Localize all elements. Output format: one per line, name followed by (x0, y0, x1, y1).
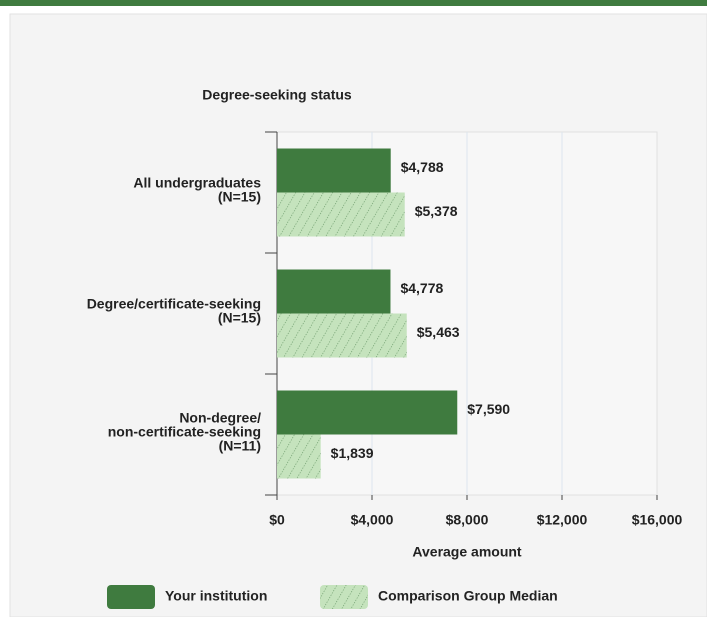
x-tick-label: $8,000 (446, 512, 489, 528)
x-tick-label: $0 (269, 512, 285, 528)
x-axis-title: Average amount (412, 544, 522, 560)
x-tick-label: $4,000 (351, 512, 394, 528)
legend-label: Comparison Group Median (378, 588, 558, 604)
bar (277, 313, 407, 358)
value-label: $5,463 (417, 324, 460, 340)
top-bar (0, 0, 707, 6)
bar (277, 192, 405, 237)
legend-label: Your institution (165, 588, 267, 604)
value-label: $4,778 (400, 280, 443, 296)
value-label: $1,839 (331, 445, 374, 461)
bar (277, 434, 321, 479)
x-tick-label: $16,000 (632, 512, 683, 528)
bar (277, 148, 391, 193)
y-tick-label: Degree/certificate-seeking (N=15) (87, 295, 261, 325)
value-label: $4,788 (401, 159, 444, 175)
bar (277, 269, 391, 314)
value-label: $5,378 (415, 203, 458, 219)
x-tick-label: $12,000 (537, 512, 588, 528)
y-tick-label: All undergraduates (N=15) (133, 174, 261, 204)
bar (277, 390, 458, 435)
legend-swatch (320, 585, 368, 609)
value-label: $7,590 (467, 401, 510, 417)
chart-title: Degree-seeking status (202, 87, 352, 103)
y-tick-label: Non-degree/non-certificate-seeking (N=11) (108, 409, 261, 453)
legend-swatch (107, 585, 155, 609)
